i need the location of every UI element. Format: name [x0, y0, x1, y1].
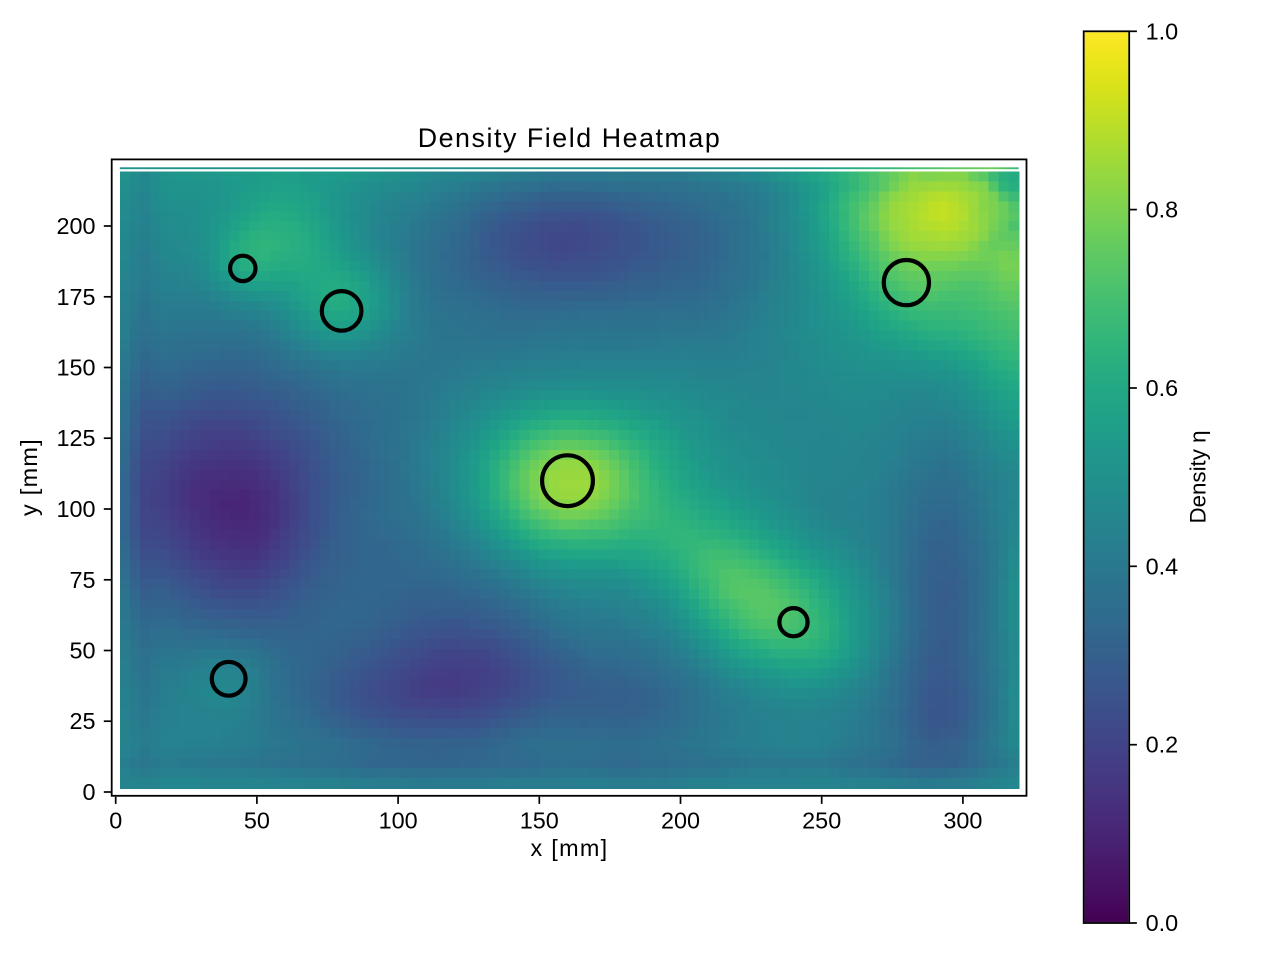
svg-text:100: 100: [379, 808, 418, 834]
svg-text:150: 150: [520, 808, 559, 834]
svg-text:x [mm]: x [mm]: [531, 835, 609, 861]
svg-text:Density Field Heatmap: Density Field Heatmap: [418, 123, 722, 153]
svg-text:0.0: 0.0: [1146, 910, 1179, 936]
svg-text:0.8: 0.8: [1146, 197, 1179, 223]
svg-text:0.4: 0.4: [1146, 553, 1179, 579]
svg-text:300: 300: [943, 808, 982, 834]
svg-text:0.2: 0.2: [1146, 732, 1179, 758]
svg-text:0.6: 0.6: [1146, 375, 1179, 401]
svg-text:150: 150: [56, 355, 95, 381]
svg-text:0: 0: [82, 779, 95, 805]
svg-text:175: 175: [56, 284, 95, 310]
svg-text:200: 200: [56, 213, 95, 239]
svg-text:50: 50: [69, 638, 95, 664]
svg-text:75: 75: [69, 567, 95, 593]
svg-text:0: 0: [109, 808, 122, 834]
svg-text:25: 25: [69, 708, 95, 734]
svg-text:50: 50: [244, 808, 270, 834]
svg-text:y [mm]: y [mm]: [16, 438, 42, 516]
svg-text:100: 100: [56, 496, 95, 522]
svg-text:200: 200: [661, 808, 700, 834]
svg-text:250: 250: [802, 808, 841, 834]
svg-text:125: 125: [56, 425, 95, 451]
